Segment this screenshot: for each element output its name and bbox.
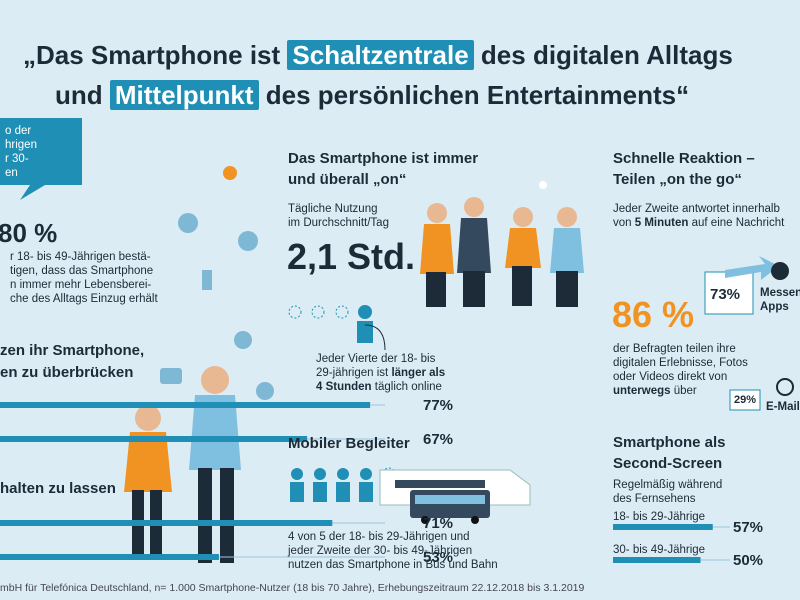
text-line: im Durchschnitt/Tag [288, 217, 389, 229]
bar-value-label: 77% [423, 397, 453, 414]
text: täglich online [371, 381, 442, 393]
email-label: E-Mail [766, 401, 800, 413]
text-line: oder Videos direkt von [613, 371, 728, 383]
bar [0, 402, 371, 408]
text-line: r 18- bis 49-Jährigen bestä- [10, 251, 151, 263]
stat: 80 % [0, 218, 58, 248]
text-line: und überall „on“ [288, 171, 407, 188]
section-heading: Mobiler Begleiter [288, 435, 410, 452]
bar-category-label: 18- bis 29-Jährige [613, 511, 705, 523]
bar-value-label: 53% [423, 549, 453, 566]
text-line: des Fernsehens [613, 493, 696, 505]
left-text: r 18- bis 49-Jährigen bestä-tigen, dass … [10, 250, 158, 306]
bold-text: länger als [391, 367, 446, 379]
text-line: tigen, dass das Smartphone [10, 265, 154, 277]
text-line: Teilen „on the go“ [613, 171, 742, 188]
usage-text: Tägliche Nutzung im Durchschnitt/Tag [288, 202, 389, 230]
text: über [670, 385, 697, 397]
share-arrows [704, 256, 794, 411]
text-line: der Befragten teilen ihre [613, 343, 736, 355]
text-line: che des Alltags Einzug erhält [10, 293, 158, 305]
bar [0, 554, 219, 560]
bar [0, 436, 308, 442]
text-line: o der [5, 125, 32, 137]
reply-text: Jeder Zweite antwortet innerhalb von 5 M… [613, 202, 784, 230]
bar-value-label: 57% [733, 519, 763, 536]
bar-category-label: 30- bis 49-Jährige [613, 544, 705, 556]
text-line: Apps [760, 301, 789, 313]
bar [613, 557, 701, 563]
text-line: en zu überbrücken [0, 364, 134, 381]
people-middle-illustration [420, 181, 584, 307]
text-line: Second-Screen [613, 455, 723, 472]
footer: mbH für Telefónica Deutschland, n= 1.000… [0, 582, 585, 594]
middle-heading: Das Smartphone ist immer und überall „on“ [288, 148, 478, 190]
bar [613, 524, 713, 530]
stat: 2,1 Std. [287, 236, 416, 277]
text-line: r 30- [5, 153, 29, 165]
quarter-icons [288, 305, 386, 351]
section-heading: zen ihr Smartphone, en zu überbrücken [0, 340, 144, 384]
bar-charts: 77% 67% 71% 53% 18- bis 29-Jährige 57% 30- bis… [0, 397, 763, 569]
bar [0, 520, 333, 526]
title-highlight: Schaltzentrale [287, 40, 474, 70]
text-line: en [5, 167, 18, 179]
text-line: hrigen [5, 139, 37, 151]
text-line: Tägliche Nutzung [288, 203, 378, 215]
title-line1: „Das Smartphone ist Schaltzentrale des d… [23, 40, 733, 71]
title-highlight: Mittelpunkt [109, 80, 259, 110]
text-line: Messen [760, 287, 800, 299]
text: 29-jährigen ist [316, 367, 392, 379]
section-heading: halten zu lassen [0, 480, 116, 497]
title-text: des persönlichen Entertainments“ [258, 80, 690, 110]
bold-text: unterwegs [613, 385, 671, 397]
second-screen-heading: Smartphone als Second-Screen [613, 432, 726, 474]
quarter-text: Jeder Vierte der 18- bis 29-jährigen ist… [316, 352, 445, 394]
bold-text: 4 Stunden [316, 381, 372, 393]
social-icons [160, 166, 274, 400]
bar-value-label: 50% [733, 552, 763, 569]
text-line: Schnelle Reaktion – [613, 150, 755, 167]
bar-value-label: 67% [423, 431, 453, 448]
bubble-text: o der hrigen r 30- en [5, 124, 37, 180]
bold-text: 5 Minuten [634, 217, 689, 229]
share-text: der Befragten teilen ihre digitalen Erleb… [613, 342, 748, 398]
text-line: Smartphone als [613, 434, 726, 451]
text-line: Jeder Vierte der 18- bis [316, 353, 436, 365]
title-text: des digitalen Alltags [473, 40, 733, 70]
second-screen-sub: Regelmäßig während des Fernsehens [613, 478, 722, 506]
text-line: Jeder Zweite antwortet innerhalb [613, 203, 780, 215]
text-line: n immer mehr Lebensberei- [10, 279, 152, 291]
title-text: „Das Smartphone ist [23, 40, 288, 70]
messenger-value: 73% [710, 286, 741, 303]
text: von [613, 217, 635, 229]
train-bus-illustration [379, 469, 531, 524]
email-value: 29% [734, 394, 757, 406]
text-line: zen ihr Smartphone, [0, 342, 145, 359]
right-heading: Schnelle Reaktion – Teilen „on the go“ [613, 148, 755, 190]
text-line: nutzen das Smartphone in Bus und Bahn [288, 559, 498, 571]
text-line: jeder Zweite der 30- bis 49-Jährigen [288, 545, 473, 557]
mobile-icons [290, 467, 397, 503]
title-line2: und Mittelpunkt des persönlichen Enterta… [55, 80, 689, 111]
text-line: digitalen Erlebnisse, Fotos [613, 357, 748, 369]
text-line: 4 von 5 der 18- bis 29-Jährigen und [288, 531, 470, 543]
people-left-illustration [124, 366, 241, 563]
text: auf eine Nachricht [688, 217, 785, 229]
speech-bubble [0, 118, 82, 200]
text-line: Regelmäßig während [613, 479, 723, 491]
mobile-text: 4 von 5 der 18- bis 29-Jährigen und jeder… [288, 530, 498, 572]
bar-value-label: 71% [423, 515, 453, 532]
messenger-label: Messen Apps [760, 286, 800, 314]
stat: 86 % [612, 294, 695, 335]
title-text: und [55, 80, 110, 110]
text-line: Das Smartphone ist immer [288, 150, 479, 167]
